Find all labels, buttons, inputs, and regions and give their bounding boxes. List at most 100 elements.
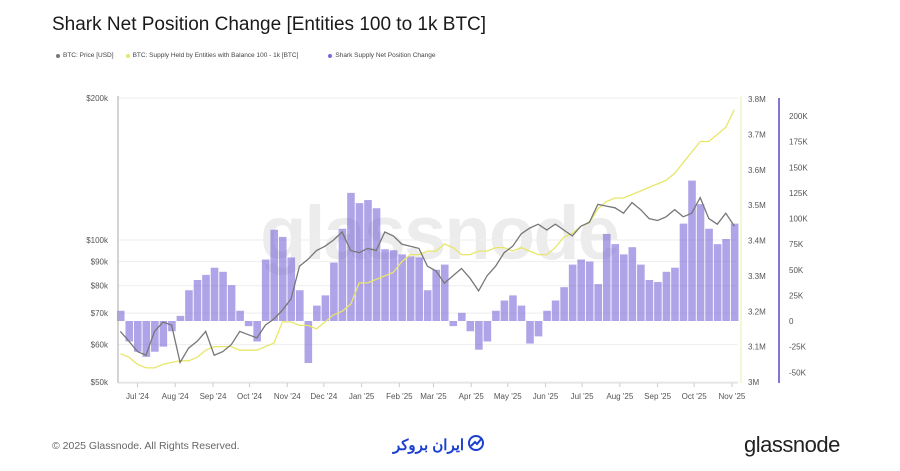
net-change-tick-label: 75K [789, 240, 804, 249]
net-change-bar [679, 223, 688, 321]
net-change-bar [509, 295, 517, 321]
legend-dot-icon [328, 53, 333, 58]
net-change-bar [611, 244, 620, 321]
supply-tick-label: 3.7M [748, 130, 766, 139]
legend-dot-icon [125, 53, 130, 58]
net-change-bar [295, 290, 304, 321]
supply-line [120, 109, 735, 369]
net-change-tick-label: 200K [789, 112, 808, 121]
net-change-bar [645, 280, 654, 321]
x-tick-label: Sep '24 [200, 392, 227, 401]
net-change-bar [151, 321, 159, 352]
x-tick-label: Jan '25 [349, 392, 375, 401]
x-tick-label: Oct '25 [682, 392, 708, 401]
x-tick-label: Sep '25 [644, 392, 671, 401]
net-change-bar [440, 264, 449, 321]
x-tick-label: Dec '24 [310, 392, 337, 401]
legend-dot-icon [56, 53, 60, 58]
net-change-tick-label: 25K [789, 291, 804, 300]
net-change-bar [475, 321, 483, 350]
net-change-bar [722, 239, 730, 321]
net-change-bar [526, 321, 534, 344]
net-change-bar [210, 267, 219, 321]
net-change-bar [492, 310, 500, 321]
net-change-bar [534, 321, 543, 337]
net-change-bar [133, 321, 142, 352]
net-change-bar [457, 312, 466, 321]
supply-tick-label: 3.3M [748, 272, 766, 281]
legend-item-supply[interactable]: BTC: Supply Held by Entities with Balanc… [125, 52, 298, 59]
net-change-tick-label: 150K [789, 163, 808, 172]
price-tick-label: $60k [91, 341, 109, 350]
x-tick-label: Aug '24 [162, 392, 189, 401]
partner-logo: ایران بروکر [393, 434, 485, 456]
net-change-bar [662, 271, 671, 321]
net-change-bar [466, 321, 475, 332]
price-tick-label: $100k [86, 236, 109, 245]
price-tick-label: $80k [91, 282, 109, 291]
net-change-bar [313, 305, 321, 321]
net-change-bar [620, 254, 628, 321]
x-tick-label: Jul '25 [571, 392, 594, 401]
net-change-tick-label: -25K [789, 343, 807, 352]
net-change-bar [577, 259, 585, 321]
x-tick-label: Jun '25 [533, 392, 559, 401]
net-change-bar [560, 287, 568, 321]
net-change-bar [372, 208, 381, 321]
price-tick-label: $50k [91, 378, 109, 387]
chart: $50k $60k $70k $80k $90k $100k $200k 3M 3.1M 3.2M… [86, 94, 808, 401]
x-tick-label: Nov '25 [718, 392, 745, 401]
x-tick-label: Nov '24 [274, 392, 301, 401]
net-change-bar [227, 285, 236, 321]
net-change-bar [253, 321, 261, 342]
net-change-bar [483, 321, 492, 342]
net-change-bar [406, 256, 415, 321]
net-change-bar [185, 290, 193, 321]
supply-tick-label: 3.4M [748, 237, 766, 246]
x-tick-label: Oct '24 [237, 392, 263, 401]
net-change-bar [347, 192, 355, 321]
x-tick-label: Mar '25 [420, 392, 447, 401]
net-change-bar [415, 257, 423, 321]
net-change-bar [236, 310, 244, 321]
price-line [119, 196, 735, 365]
glassnode-logo: glassnode [744, 432, 840, 457]
legend-item-net-change[interactable]: Shark Supply Net Position Change [328, 52, 435, 59]
net-change-bar [654, 282, 662, 321]
x-tick-label: Apr '25 [459, 392, 485, 401]
net-change-bar [193, 280, 202, 321]
net-change-bar [543, 310, 551, 321]
price-tick-label: $200k [86, 94, 109, 103]
net-change-bar [270, 229, 279, 321]
net-change-bar [287, 257, 296, 321]
chart-title: Shark Net Position Change [Entities 100 … [52, 14, 487, 35]
net-change-tick-label: 175K [789, 138, 808, 147]
supply-tick-label: 3.1M [748, 343, 766, 352]
net-change-bar [500, 300, 509, 321]
supply-tick-label: 3.5M [748, 201, 766, 210]
legend-item-price[interactable]: BTC: Price [USD] [56, 52, 114, 59]
partner-logo-text: ایران بروکر [393, 437, 465, 454]
net-change-bar [585, 261, 594, 321]
net-change-bar [398, 254, 406, 321]
net-change-bar [432, 269, 441, 321]
supply-tick-label: 3.2M [748, 307, 766, 316]
net-change-bar [423, 290, 432, 321]
net-change-bar [330, 262, 338, 321]
net-change-bar [594, 284, 603, 321]
net-change-bars [116, 180, 739, 364]
net-change-bar [278, 236, 287, 321]
net-change-tick-label: 50K [789, 266, 804, 275]
net-change-bar [730, 223, 739, 321]
net-change-bar [389, 250, 398, 321]
net-change-bar [551, 300, 560, 321]
net-change-bar [688, 180, 696, 321]
net-change-tick-label: 125K [789, 189, 808, 198]
net-change-bar [713, 244, 722, 321]
net-change-bar [381, 249, 389, 321]
net-change-bar [696, 204, 705, 321]
legend: BTC: Price [USD] BTC: Supply Held by Ent… [56, 52, 435, 59]
net-change-bar [159, 321, 168, 347]
supply-tick-label: 3.8M [748, 95, 766, 104]
net-change-bar [637, 264, 645, 321]
